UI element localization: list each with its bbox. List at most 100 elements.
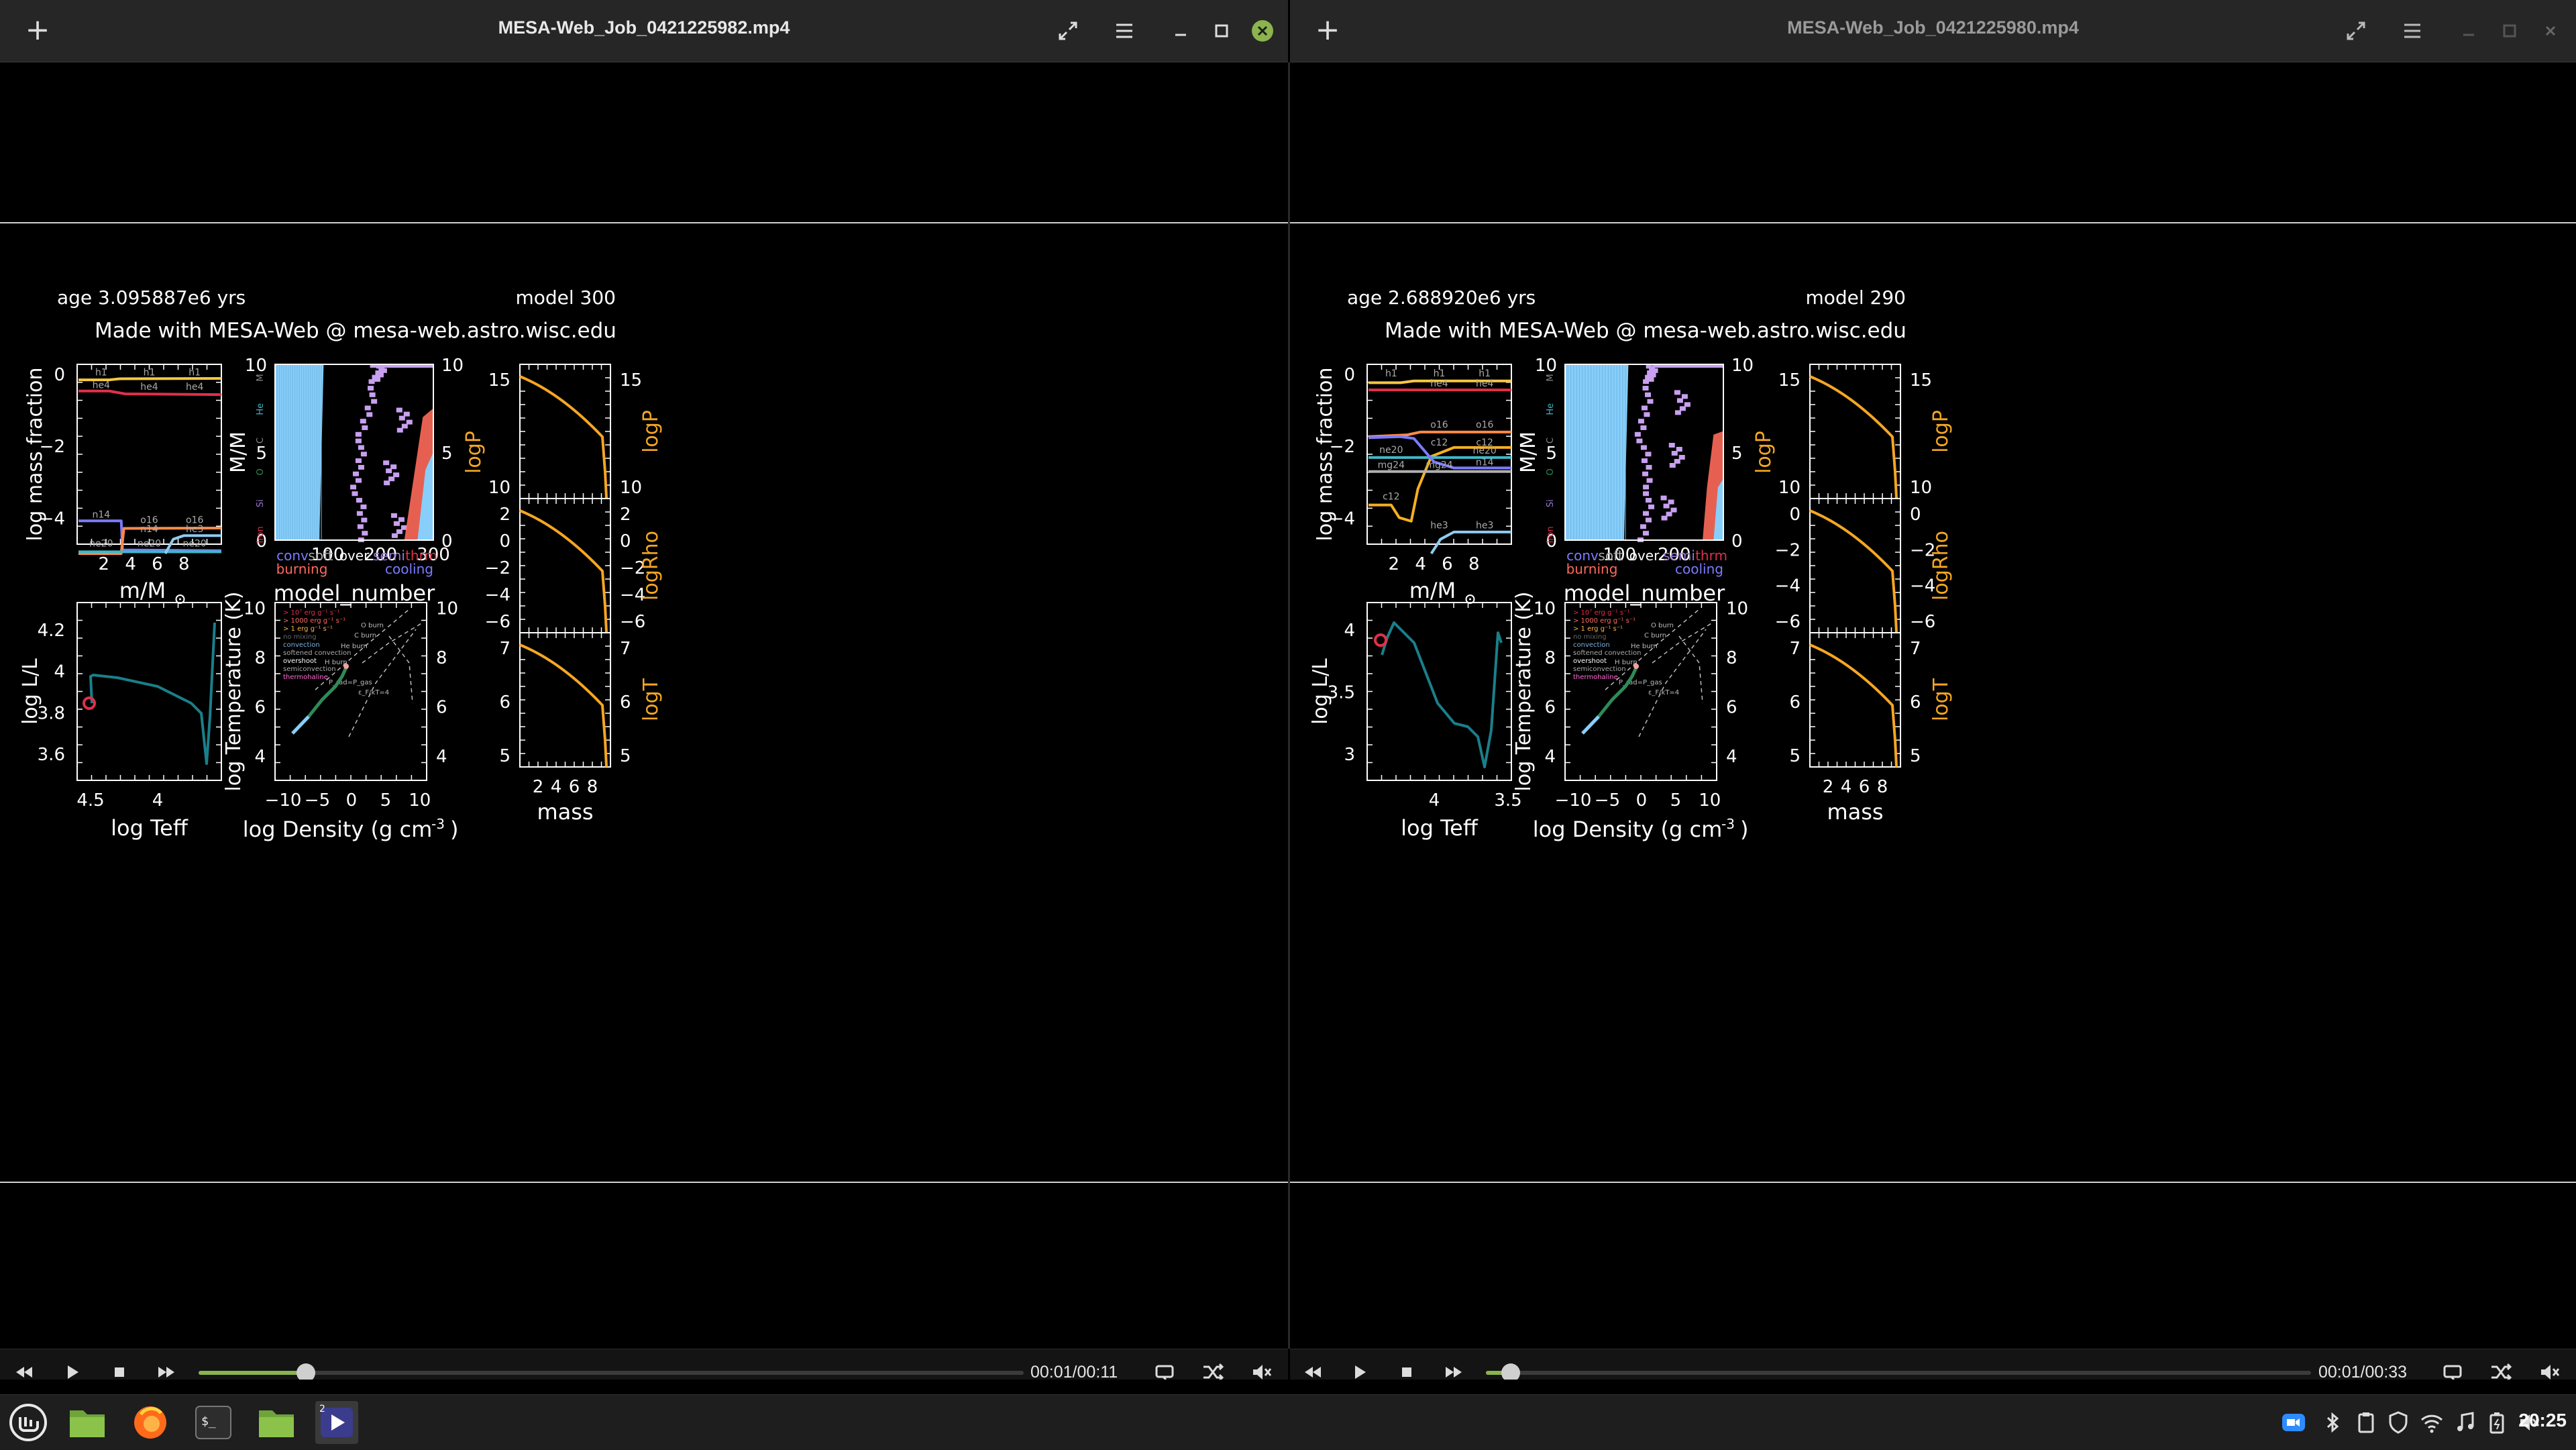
kipp-overshoot-cell: [360, 419, 366, 424]
titlebar[interactable]: + MESA-Web_Job_0421225982.mp4: [0, 0, 1288, 62]
firefox-icon[interactable]: [129, 1401, 172, 1444]
close-icon[interactable]: [1246, 15, 1279, 47]
play-icon[interactable]: [59, 1359, 86, 1380]
kipp-overshoot-cell: [360, 452, 367, 457]
kipp-overshoot-cell: [356, 498, 362, 503]
volume-muted-icon[interactable]: [2536, 1359, 2563, 1380]
close-icon[interactable]: [2534, 15, 2567, 47]
rewind-icon[interactable]: [1299, 1359, 1326, 1380]
stop-icon[interactable]: [106, 1359, 133, 1380]
profile-ytick-right: 7: [1910, 639, 1921, 659]
trho-legend-item: > 10⁷ erg g⁻¹ s⁻¹: [283, 609, 339, 617]
shield-icon[interactable]: [2385, 1410, 2411, 1435]
abund-xlabel: m/M: [119, 578, 166, 603]
video-area[interactable]: age 2.688920e6 yrs model 290 Made with MES…: [1290, 62, 2576, 1349]
play-icon[interactable]: [1346, 1359, 1373, 1380]
trho-xtick: 5: [1670, 790, 1682, 811]
kipp-overshoot-cell: [396, 427, 403, 433]
video-area[interactable]: age 3.095887e6 yrs model 300 Made with MES…: [0, 62, 1288, 1349]
trho-xlabel-sup: -3: [1721, 816, 1735, 832]
trho-legend-item: > 1000 erg g⁻¹ s⁻¹: [1573, 617, 1635, 625]
maximize-icon[interactable]: [1205, 15, 1238, 47]
mint-menu-icon[interactable]: [7, 1401, 50, 1444]
bluetooth-icon[interactable]: [2320, 1410, 2345, 1435]
hr-xtick: 4: [1429, 790, 1440, 811]
kipp-xtick: 200: [364, 545, 398, 565]
kipp-overshoot-cell: [1645, 392, 1652, 397]
menu-icon[interactable]: [1108, 15, 1140, 47]
kipp-top-strip: [1652, 364, 1724, 368]
kipp-overshoot-cell: [1669, 463, 1676, 468]
kipp-overshoot-cell: [1670, 507, 1677, 513]
folder-icon[interactable]: [255, 1401, 298, 1444]
fullscreen-icon[interactable]: [1052, 15, 1084, 47]
trho-degeneracy-line: [1678, 635, 1703, 704]
shuffle-icon[interactable]: [1199, 1359, 1226, 1380]
trho-annotation: He burn: [341, 643, 368, 650]
volume-muted-icon[interactable]: [1248, 1359, 1275, 1380]
trho-xtick: −10: [1555, 790, 1592, 811]
profile-ytick-right: 7: [620, 639, 631, 659]
fast-forward-icon[interactable]: [153, 1359, 180, 1380]
speaker-muted-icon[interactable]: [2517, 1410, 2542, 1435]
kipp-overshoot-cell: [1663, 503, 1670, 509]
music-icon[interactable]: [2453, 1410, 2478, 1435]
zoom-icon[interactable]: [2281, 1410, 2306, 1435]
trho-xtick: −10: [265, 790, 302, 811]
profile-ylabel: logRho: [639, 531, 663, 601]
kipp-legend-item: over: [339, 548, 370, 564]
trho-ytick-right: 4: [436, 747, 447, 767]
fullscreen-icon[interactable]: [2340, 15, 2372, 47]
kipp-legend-item: semi: [1663, 548, 1695, 564]
kipp-overshoot-cell: [393, 521, 400, 526]
profile-ytick-left: −6: [485, 612, 511, 632]
fast-forward-icon[interactable]: [1440, 1359, 1467, 1380]
rewind-icon[interactable]: [11, 1359, 38, 1380]
profile-ytick-right: 6: [1910, 692, 1921, 713]
series-he4: [78, 389, 222, 397]
menu-icon[interactable]: [2396, 15, 2428, 47]
seek-handle[interactable]: [1501, 1363, 1520, 1380]
kipp-legend-burning: burning: [276, 561, 328, 577]
kipp-overshoot-cell: [1640, 524, 1646, 529]
minimize-icon[interactable]: [1165, 15, 1197, 47]
hr-panel: [1366, 602, 1512, 781]
kipp-ytick-left: 5: [1546, 444, 1557, 464]
new-tab-icon[interactable]: +: [25, 13, 50, 47]
video-window-left[interactable]: + MESA-Web_Job_0421225982.mp4 age 3.0958…: [0, 0, 1288, 1380]
video-window-right[interactable]: + MESA-Web_Job_0421225980.mp4 age 2.6889…: [1290, 0, 2576, 1380]
abund-series-label: h1: [189, 368, 201, 378]
new-tab-icon[interactable]: +: [1315, 13, 1340, 47]
terminal-icon[interactable]: $_: [192, 1401, 235, 1444]
shuffle-icon[interactable]: [2487, 1359, 2514, 1380]
seek-bar[interactable]: [199, 1363, 1024, 1380]
kipp-overshoot-cell: [1642, 386, 1649, 391]
titlebar[interactable]: + MESA-Web_Job_0421225980.mp4: [1290, 0, 2576, 62]
stop-icon[interactable]: [1393, 1359, 1420, 1380]
video-player-task[interactable]: 2: [315, 1401, 358, 1444]
maximize-icon[interactable]: [2493, 15, 2526, 47]
svg-text:$_: $_: [201, 1414, 216, 1429]
abund-series-label: he3: [1476, 520, 1493, 531]
battery-icon[interactable]: [2485, 1410, 2510, 1435]
trho-annotation: P_rad=P_gas: [1619, 679, 1662, 686]
window-title: MESA-Web_Job_0421225980.mp4: [1787, 17, 2079, 38]
files-icon[interactable]: [66, 1401, 109, 1444]
clipboard-icon[interactable]: [2353, 1410, 2379, 1435]
kipp-ytick-right: 0: [1731, 531, 1743, 552]
kipp-overshoot-cell: [1674, 410, 1681, 415]
seek-bar[interactable]: [1486, 1363, 2311, 1380]
loop-icon[interactable]: [2439, 1359, 2466, 1380]
abund-series-label: he3: [186, 524, 203, 535]
model-label: model 290: [1805, 287, 1906, 309]
kipp-logP-label: logP: [462, 431, 486, 474]
minimize-icon[interactable]: [2453, 15, 2485, 47]
kipp-ylabel: M/M: [227, 431, 250, 473]
seek-handle[interactable]: [296, 1363, 315, 1380]
wifi-icon[interactable]: [2419, 1410, 2445, 1435]
loop-icon[interactable]: [1151, 1359, 1178, 1380]
kipp-ytick-right: 10: [441, 356, 464, 376]
kipp-overshoot-cell: [352, 471, 359, 476]
profile-curve: [519, 643, 608, 768]
kipp-overshoot-cell: [1645, 452, 1652, 457]
